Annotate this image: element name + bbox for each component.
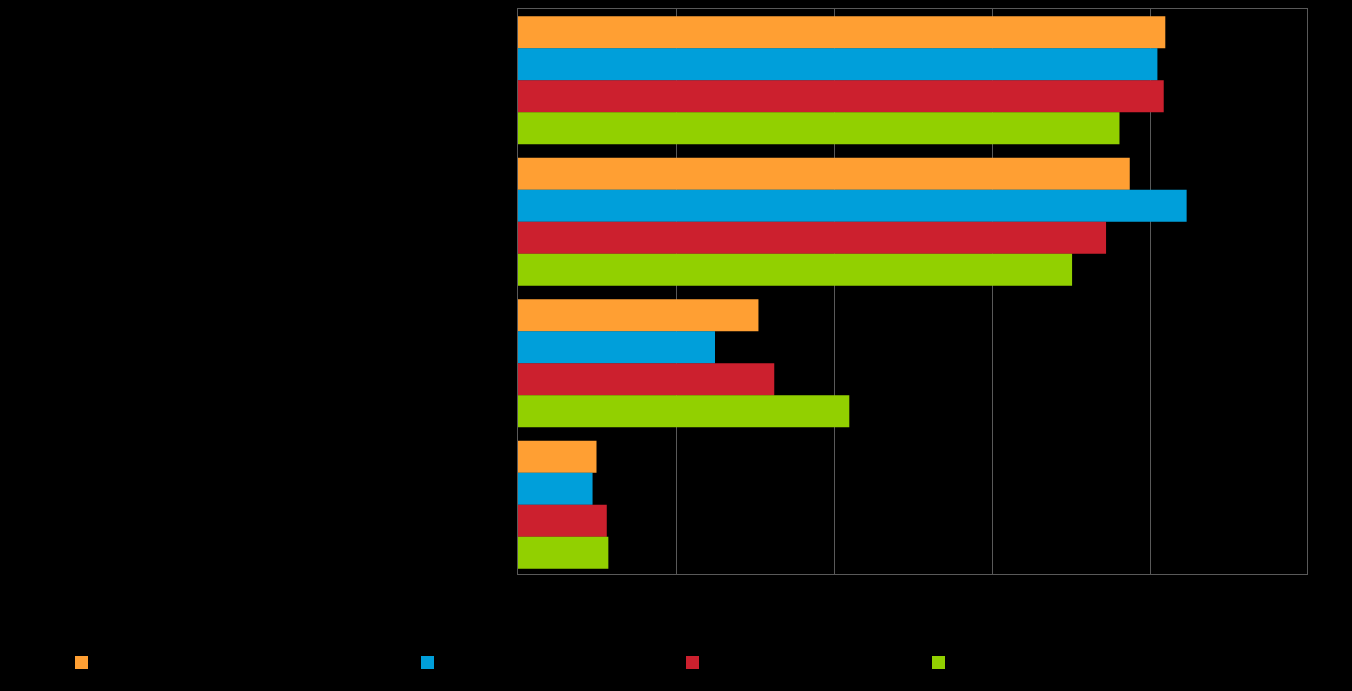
bar-series-3-category-4 bbox=[518, 504, 607, 537]
bar-series-4-category-1 bbox=[518, 112, 1120, 145]
legend-swatch bbox=[75, 655, 88, 669]
bar-series-3-category-3 bbox=[518, 363, 775, 396]
bar-series-4-category-2 bbox=[518, 253, 1073, 286]
legend-item-2 bbox=[421, 652, 434, 672]
legend-swatch bbox=[932, 655, 945, 669]
bar-series-1-category-4 bbox=[518, 440, 597, 473]
bar-series-3-category-1 bbox=[518, 80, 1164, 113]
bar-series-1-category-3 bbox=[518, 299, 759, 332]
bar-series-1-category-1 bbox=[518, 16, 1166, 49]
bar-series-2-category-1 bbox=[518, 48, 1158, 81]
legend-item-4 bbox=[932, 652, 945, 672]
bar-series-2-category-2 bbox=[518, 189, 1187, 222]
legend bbox=[0, 652, 1352, 672]
bar-series-4-category-3 bbox=[518, 395, 850, 428]
plot-area-frame bbox=[517, 8, 1308, 575]
bar-series-2-category-3 bbox=[518, 331, 715, 364]
legend-item-3 bbox=[686, 652, 699, 672]
legend-swatch bbox=[686, 655, 699, 669]
legend-item-1 bbox=[75, 652, 88, 672]
legend-swatch bbox=[421, 655, 434, 669]
bars bbox=[518, 16, 1187, 569]
bar-series-2-category-4 bbox=[518, 472, 593, 505]
bar-series-1-category-2 bbox=[518, 157, 1130, 190]
bar-series-4-category-4 bbox=[518, 536, 609, 569]
bar-series-3-category-2 bbox=[518, 221, 1107, 254]
